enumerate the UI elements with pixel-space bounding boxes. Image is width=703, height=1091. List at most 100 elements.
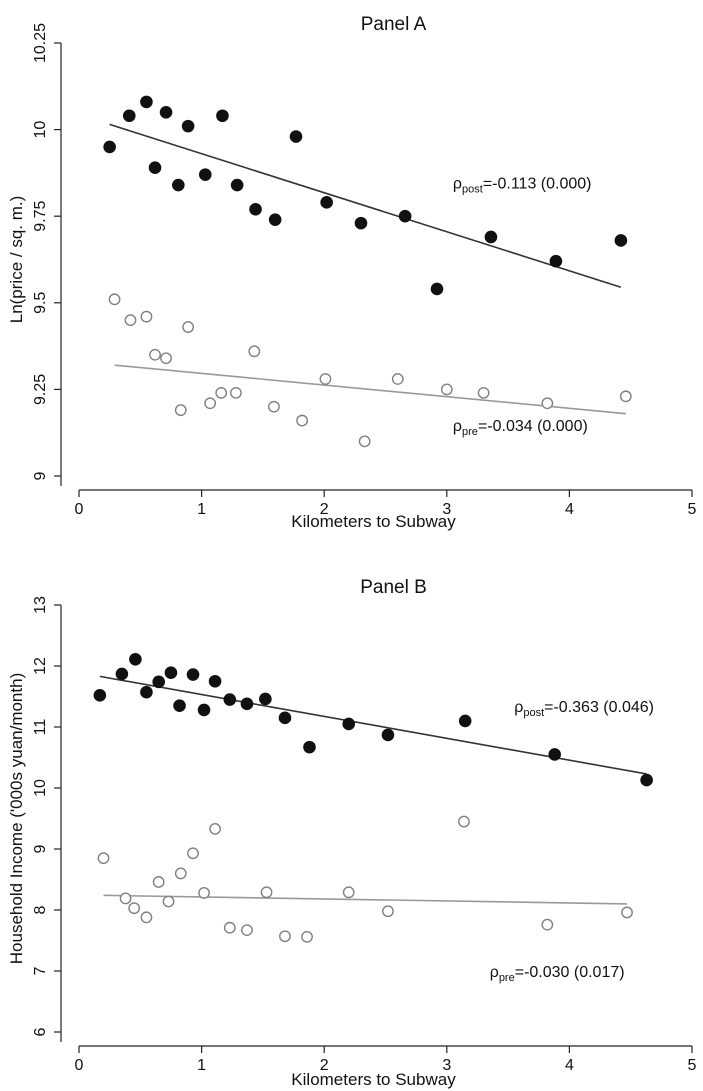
data-point-pre xyxy=(248,345,261,358)
fit-line-pre xyxy=(103,894,628,905)
data-point-pre xyxy=(358,435,371,448)
data-point-pre xyxy=(187,847,199,860)
y-tick-label: 8 xyxy=(32,905,49,914)
data-point-pre xyxy=(458,815,470,828)
data-point-post xyxy=(186,668,200,681)
data-point-pre xyxy=(140,310,153,323)
data-point-pre xyxy=(174,404,187,417)
rho-annotation-post: ρpost=-0.363 (0.046) xyxy=(514,699,654,719)
data-point-pre xyxy=(621,906,633,919)
rho-annotation-pre: ρpre=-0.034 (0.000) xyxy=(453,418,588,438)
data-point-post xyxy=(198,168,212,181)
x-tick-label: 3 xyxy=(442,1057,451,1074)
data-point-post xyxy=(278,711,292,725)
data-point-post xyxy=(140,95,153,109)
x-axis-label: Kilometers to Subway xyxy=(291,1070,456,1089)
data-point-pre xyxy=(97,852,110,865)
data-point-pre xyxy=(182,321,195,333)
x-tick-label: 2 xyxy=(320,1057,329,1074)
data-point-pre xyxy=(619,390,632,403)
data-point-post xyxy=(240,697,254,711)
fit-line-post xyxy=(99,675,647,775)
data-point-pre xyxy=(108,293,121,306)
data-point-pre xyxy=(279,930,291,943)
data-point-post xyxy=(93,688,107,702)
y-tick-label: 7 xyxy=(32,966,49,975)
data-point-post xyxy=(152,675,165,689)
rho-annotation-post: ρpost=-0.113 (0.000) xyxy=(453,175,592,195)
data-point-post xyxy=(115,667,129,681)
x-tick-label: 3 xyxy=(442,501,451,518)
data-point-post xyxy=(129,652,142,666)
data-point-post xyxy=(484,230,498,244)
x-tick-label: 4 xyxy=(565,1057,574,1074)
data-point-post xyxy=(197,703,211,717)
data-point-pre xyxy=(301,930,313,943)
x-tick-label: 5 xyxy=(688,1057,697,1074)
data-point-post xyxy=(342,717,356,731)
data-point-pre xyxy=(241,924,253,937)
data-point-pre xyxy=(230,386,242,399)
data-point-pre xyxy=(541,918,554,931)
data-point-pre xyxy=(391,373,404,385)
data-point-post xyxy=(181,119,195,133)
chart-title: Panel B xyxy=(360,577,427,598)
x-tick-label: 5 xyxy=(688,501,697,518)
x-axis-label: Kilometers to Subway xyxy=(291,512,456,531)
data-point-post xyxy=(268,213,282,226)
y-tick-label: 13 xyxy=(32,596,49,614)
y-tick-label: 9 xyxy=(32,471,49,480)
data-point-post xyxy=(140,685,153,699)
data-point-pre xyxy=(215,386,228,399)
data-point-post xyxy=(208,674,222,688)
y-tick-label: 9 xyxy=(32,844,49,853)
x-tick-label: 2 xyxy=(320,501,329,518)
data-point-pre xyxy=(140,911,153,924)
y-tick-label: 11 xyxy=(32,719,49,736)
data-point-post xyxy=(223,693,237,706)
data-point-pre xyxy=(223,921,236,934)
y-tick-label: 9.75 xyxy=(32,201,49,232)
data-point-pre xyxy=(198,887,210,899)
y-axis-label: Ln(price / sq. m.) xyxy=(7,196,26,324)
y-tick-label: 6 xyxy=(32,1027,49,1036)
data-point-pre xyxy=(268,400,280,413)
data-point-pre xyxy=(149,348,161,361)
data-point-pre xyxy=(382,905,394,918)
data-point-pre xyxy=(477,386,490,399)
data-point-post xyxy=(164,666,178,680)
x-tick-label: 0 xyxy=(75,501,84,518)
data-point-post xyxy=(216,109,229,123)
data-point-post xyxy=(122,109,136,123)
x-tick-label: 1 xyxy=(197,1057,206,1074)
data-point-pre xyxy=(204,397,217,410)
data-point-pre xyxy=(342,886,355,899)
data-point-post xyxy=(173,699,186,712)
data-point-post xyxy=(458,714,472,728)
data-point-pre xyxy=(174,867,187,880)
x-tick-label: 4 xyxy=(565,501,574,518)
fit-line-pre xyxy=(114,364,626,415)
data-point-pre xyxy=(119,892,132,905)
y-tick-label: 9.5 xyxy=(32,292,49,314)
y-tick-label: 10 xyxy=(32,121,49,139)
data-point-post xyxy=(289,130,303,143)
data-point-pre xyxy=(319,373,332,385)
data-point-post xyxy=(430,282,444,296)
y-tick-label: 10 xyxy=(32,779,49,797)
data-point-post xyxy=(354,216,368,230)
x-tick-label: 1 xyxy=(197,501,206,518)
x-tick-label: 0 xyxy=(75,1057,84,1074)
y-axis-label: Household Income ('000s yuan/month) xyxy=(7,673,26,964)
chart-panel-1: Panel A 9 9.25 9.5 9.75 10 10.25 0 1 2 3 4 5 Kilomete… xyxy=(7,14,697,531)
y-tick-label: 9.25 xyxy=(32,374,49,405)
data-point-pre xyxy=(124,314,137,327)
data-point-pre xyxy=(160,352,172,365)
data-point-post xyxy=(640,773,653,787)
data-point-post xyxy=(148,161,162,175)
y-tick-label: 10.25 xyxy=(32,23,49,63)
data-point-post xyxy=(159,105,173,119)
data-point-post xyxy=(259,692,272,706)
